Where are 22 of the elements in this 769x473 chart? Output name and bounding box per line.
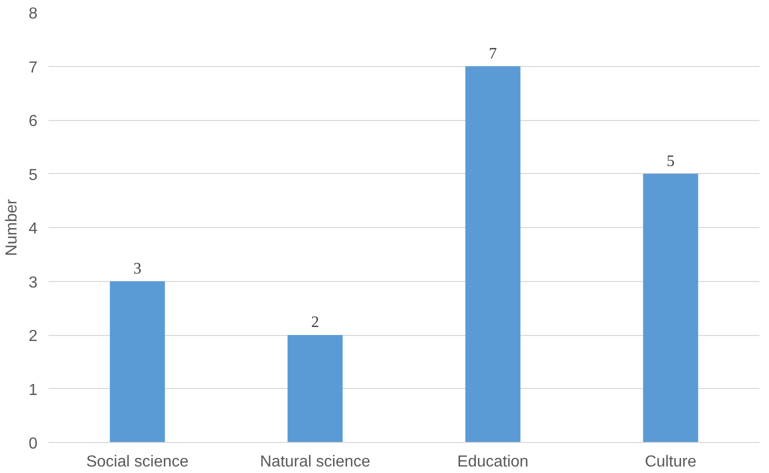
y-tick-label: 3: [28, 274, 38, 292]
y-tick-label: 4: [28, 220, 38, 238]
data-label: 7: [488, 45, 497, 62]
x-tick-label: Education: [457, 454, 528, 470]
bar: [643, 174, 698, 442]
data-label: 3: [133, 260, 142, 278]
y-axis-title: Number: [4, 198, 21, 256]
x-tick-label: Natural science: [260, 454, 370, 470]
data-label: 5: [666, 152, 675, 170]
x-tick-label: Social science: [86, 454, 189, 470]
y-tick-label: 5: [28, 166, 38, 184]
x-tick-label: Culture: [644, 454, 697, 470]
bar: [465, 66, 520, 442]
y-tick-label: 1: [28, 382, 38, 399]
bar: [288, 335, 343, 442]
y-tick-label: 7: [28, 59, 38, 76]
data-label: 2: [311, 314, 320, 331]
y-tick-label: 8: [28, 6, 38, 22]
y-tick-label: 0: [28, 436, 38, 452]
y-tick-label: 2: [28, 328, 38, 345]
y-tick-label: 6: [28, 113, 38, 130]
bar: [110, 281, 165, 442]
